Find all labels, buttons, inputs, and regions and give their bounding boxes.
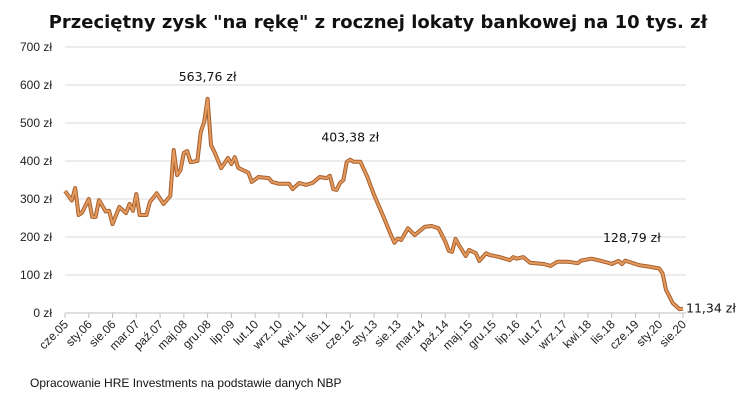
y-tick-label: 400 zł bbox=[20, 154, 52, 168]
y-tick-label: 300 zł bbox=[20, 192, 52, 206]
series-line-path bbox=[64, 97, 684, 311]
y-tick-label: 0 zł bbox=[33, 306, 52, 320]
chart-title: Przeciętny zysk "na rękę" z rocznej loka… bbox=[49, 12, 709, 33]
data-label: 563,76 zł bbox=[179, 69, 237, 84]
x-tick-label: kwi.11 bbox=[275, 317, 309, 351]
y-tick-label: 200 zł bbox=[20, 230, 52, 244]
x-tick-label: lip.16 bbox=[493, 317, 523, 347]
gridlines bbox=[65, 46, 686, 276]
data-label: 403,38 zł bbox=[321, 130, 379, 145]
data-label: 11,34 zł bbox=[686, 301, 736, 316]
data-label: 128,79 zł bbox=[603, 230, 661, 245]
y-tick-label: 100 zł bbox=[20, 268, 52, 282]
x-tick-label: cze.05 bbox=[36, 317, 71, 352]
y-tick-label: 600 zł bbox=[20, 78, 52, 92]
y-tick-label: 500 zł bbox=[20, 116, 52, 130]
source-note: Opracowanie HRE Investments na podstawie… bbox=[30, 376, 342, 390]
x-axis: cze.05sty.06sie.06mar.07paź.07maj.08gru.… bbox=[36, 312, 690, 353]
y-axis: 0 zł 100 zł 200 zł 300 zł 400 zł 500 zł 600 zł… bbox=[20, 40, 52, 320]
annotations: 563,76 zł 403,38 zł 128,79 zł 11,34 zł bbox=[179, 69, 737, 316]
x-tick-label: sie.20 bbox=[657, 317, 690, 350]
x-tick-label: lip.09 bbox=[207, 317, 237, 347]
y-tick-label: 700 zł bbox=[20, 40, 52, 54]
series-line bbox=[63, 96, 684, 312]
